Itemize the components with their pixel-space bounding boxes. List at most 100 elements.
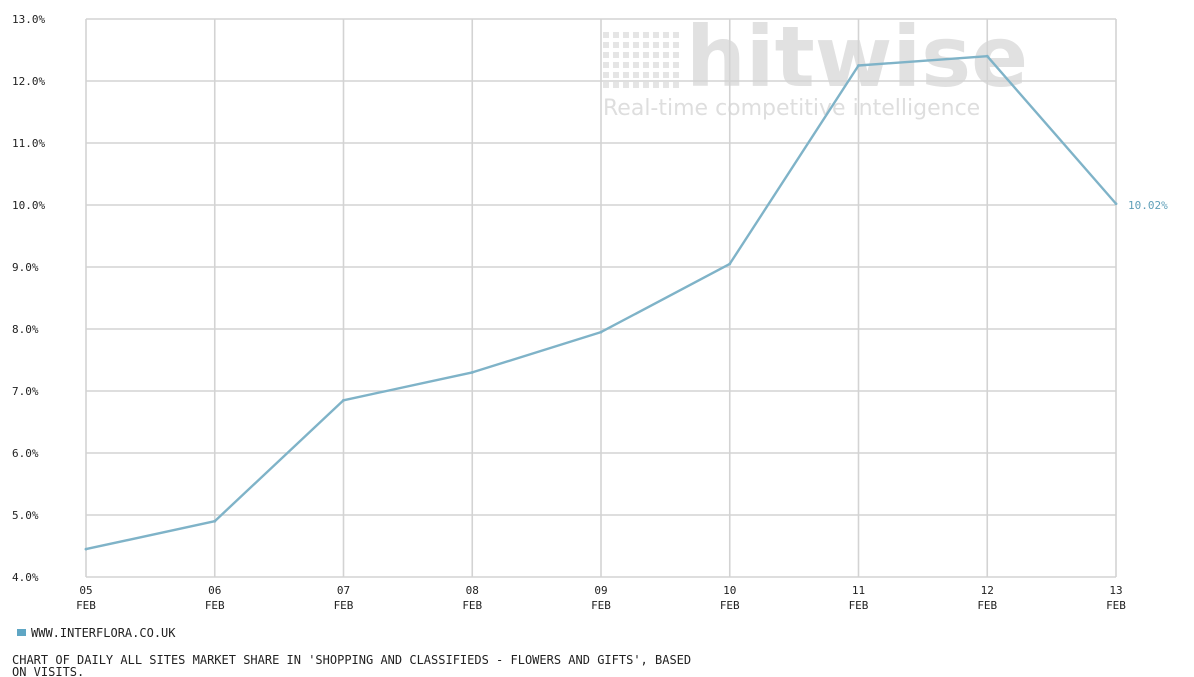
gridlines <box>85 18 1117 578</box>
watermark-dot <box>623 82 629 88</box>
data-point <box>84 547 88 551</box>
watermark-dot <box>603 52 609 58</box>
watermark-dot <box>673 32 679 38</box>
y-tick-label: 4.0% <box>12 571 39 584</box>
watermark-dot <box>643 62 649 68</box>
data-point <box>857 64 860 67</box>
watermark-dot <box>623 72 629 78</box>
watermark-dot <box>643 42 649 48</box>
x-tick: 05 FEB <box>76 584 96 612</box>
watermark-dot <box>633 72 639 78</box>
watermark-dot <box>603 62 609 68</box>
watermark-dot <box>633 52 639 58</box>
x-tick-day: 08 <box>466 584 479 597</box>
caption: CHART OF DAILY ALL SITES MARKET SHARE IN… <box>12 653 691 677</box>
x-tick: 09 FEB <box>591 584 611 612</box>
end-value-label: 10.02% <box>1128 199 1168 212</box>
watermark: hitwise Real-time competitive intelligen… <box>603 8 1028 121</box>
x-tick-month: FEB <box>591 599 611 612</box>
x-tick-month: FEB <box>205 599 225 612</box>
watermark-dot <box>623 32 629 38</box>
x-tick-month: FEB <box>76 599 96 612</box>
watermark-dot <box>623 42 629 48</box>
y-tick-label: 7.0% <box>12 385 39 398</box>
y-tick-label: 13.0% <box>12 13 45 26</box>
x-tick: 07 FEB <box>334 584 354 612</box>
x-tick-day: 13 <box>1109 584 1122 597</box>
watermark-dot <box>653 32 659 38</box>
x-tick: 11 FEB <box>849 584 869 612</box>
x-tick-month: FEB <box>849 599 869 612</box>
data-point <box>342 398 345 402</box>
legend-swatch <box>17 629 26 636</box>
watermark-dot <box>663 72 669 78</box>
y-tick-label: 11.0% <box>12 137 45 150</box>
x-tick-month: FEB <box>977 599 997 612</box>
x-tick-day: 11 <box>852 584 865 597</box>
caption-line-2: ON VISITS. <box>12 665 84 677</box>
watermark-dot <box>603 42 609 48</box>
watermark-dot <box>603 32 609 38</box>
watermark-dots-icon <box>603 32 679 88</box>
watermark-dot <box>673 72 679 78</box>
watermark-dot <box>673 62 679 68</box>
y-tick-label: 5.0% <box>12 509 39 522</box>
x-tick-day: 09 <box>594 584 607 597</box>
watermark-dot <box>643 72 649 78</box>
x-tick: 10 FEB <box>720 584 740 612</box>
x-tick-day: 10 <box>723 584 736 597</box>
watermark-dot <box>653 72 659 78</box>
watermark-dot <box>653 52 659 58</box>
x-tick-month: FEB <box>720 599 740 612</box>
watermark-dot <box>673 82 679 88</box>
watermark-dot <box>673 52 679 58</box>
x-tick: 06 FEB <box>205 584 225 612</box>
watermark-dot <box>653 42 659 48</box>
watermark-dot <box>613 62 619 68</box>
data-point <box>599 330 603 334</box>
x-tick: 12 FEB <box>977 584 997 612</box>
watermark-dot <box>623 52 629 58</box>
watermark-dot <box>663 32 669 38</box>
y-tick-label: 9.0% <box>12 261 39 274</box>
y-tick-label: 6.0% <box>12 447 39 460</box>
x-axis-ticks: 05 FEB 06 FEB 07 FEB 08 FEB 09 FEB 10 FEB 11 FEB 12 FEB… <box>76 584 1126 612</box>
data-point <box>1114 202 1118 206</box>
watermark-dot <box>663 52 669 58</box>
watermark-dot <box>603 82 609 88</box>
x-tick: 13 FEB <box>1106 584 1126 612</box>
watermark-dot <box>613 32 619 38</box>
watermark-dot <box>613 82 619 88</box>
x-tick: 08 FEB <box>462 584 482 612</box>
watermark-dot <box>623 62 629 68</box>
legend-label: WWW.INTERFLORA.CO.UK <box>31 626 176 640</box>
y-axis-ticks: 4.0% 5.0% 6.0% 7.0% 8.0% 9.0% 10.0% 11.0% 12.0% 1… <box>12 13 45 584</box>
watermark-dot <box>603 72 609 78</box>
watermark-dot <box>653 62 659 68</box>
watermark-dot <box>633 32 639 38</box>
watermark-dot <box>633 82 639 88</box>
watermark-dot <box>613 52 619 58</box>
watermark-dot <box>663 42 669 48</box>
watermark-dot <box>643 32 649 38</box>
watermark-dot <box>613 72 619 78</box>
x-tick-day: 07 <box>337 584 350 597</box>
x-tick-day: 05 <box>79 584 92 597</box>
watermark-dot <box>673 42 679 48</box>
x-tick-month: FEB <box>1106 599 1126 612</box>
watermark-dot <box>633 62 639 68</box>
watermark-dot <box>663 82 669 88</box>
x-tick-day: 06 <box>208 584 221 597</box>
y-tick-label: 8.0% <box>12 323 39 336</box>
watermark-dot <box>643 52 649 58</box>
data-point <box>985 54 989 58</box>
watermark-dot <box>613 42 619 48</box>
legend: WWW.INTERFLORA.CO.UK <box>17 626 176 640</box>
data-point <box>213 519 217 523</box>
watermark-dot <box>643 82 649 88</box>
watermark-dot <box>663 62 669 68</box>
y-tick-label: 10.0% <box>12 199 45 212</box>
series-layer <box>84 54 1118 551</box>
